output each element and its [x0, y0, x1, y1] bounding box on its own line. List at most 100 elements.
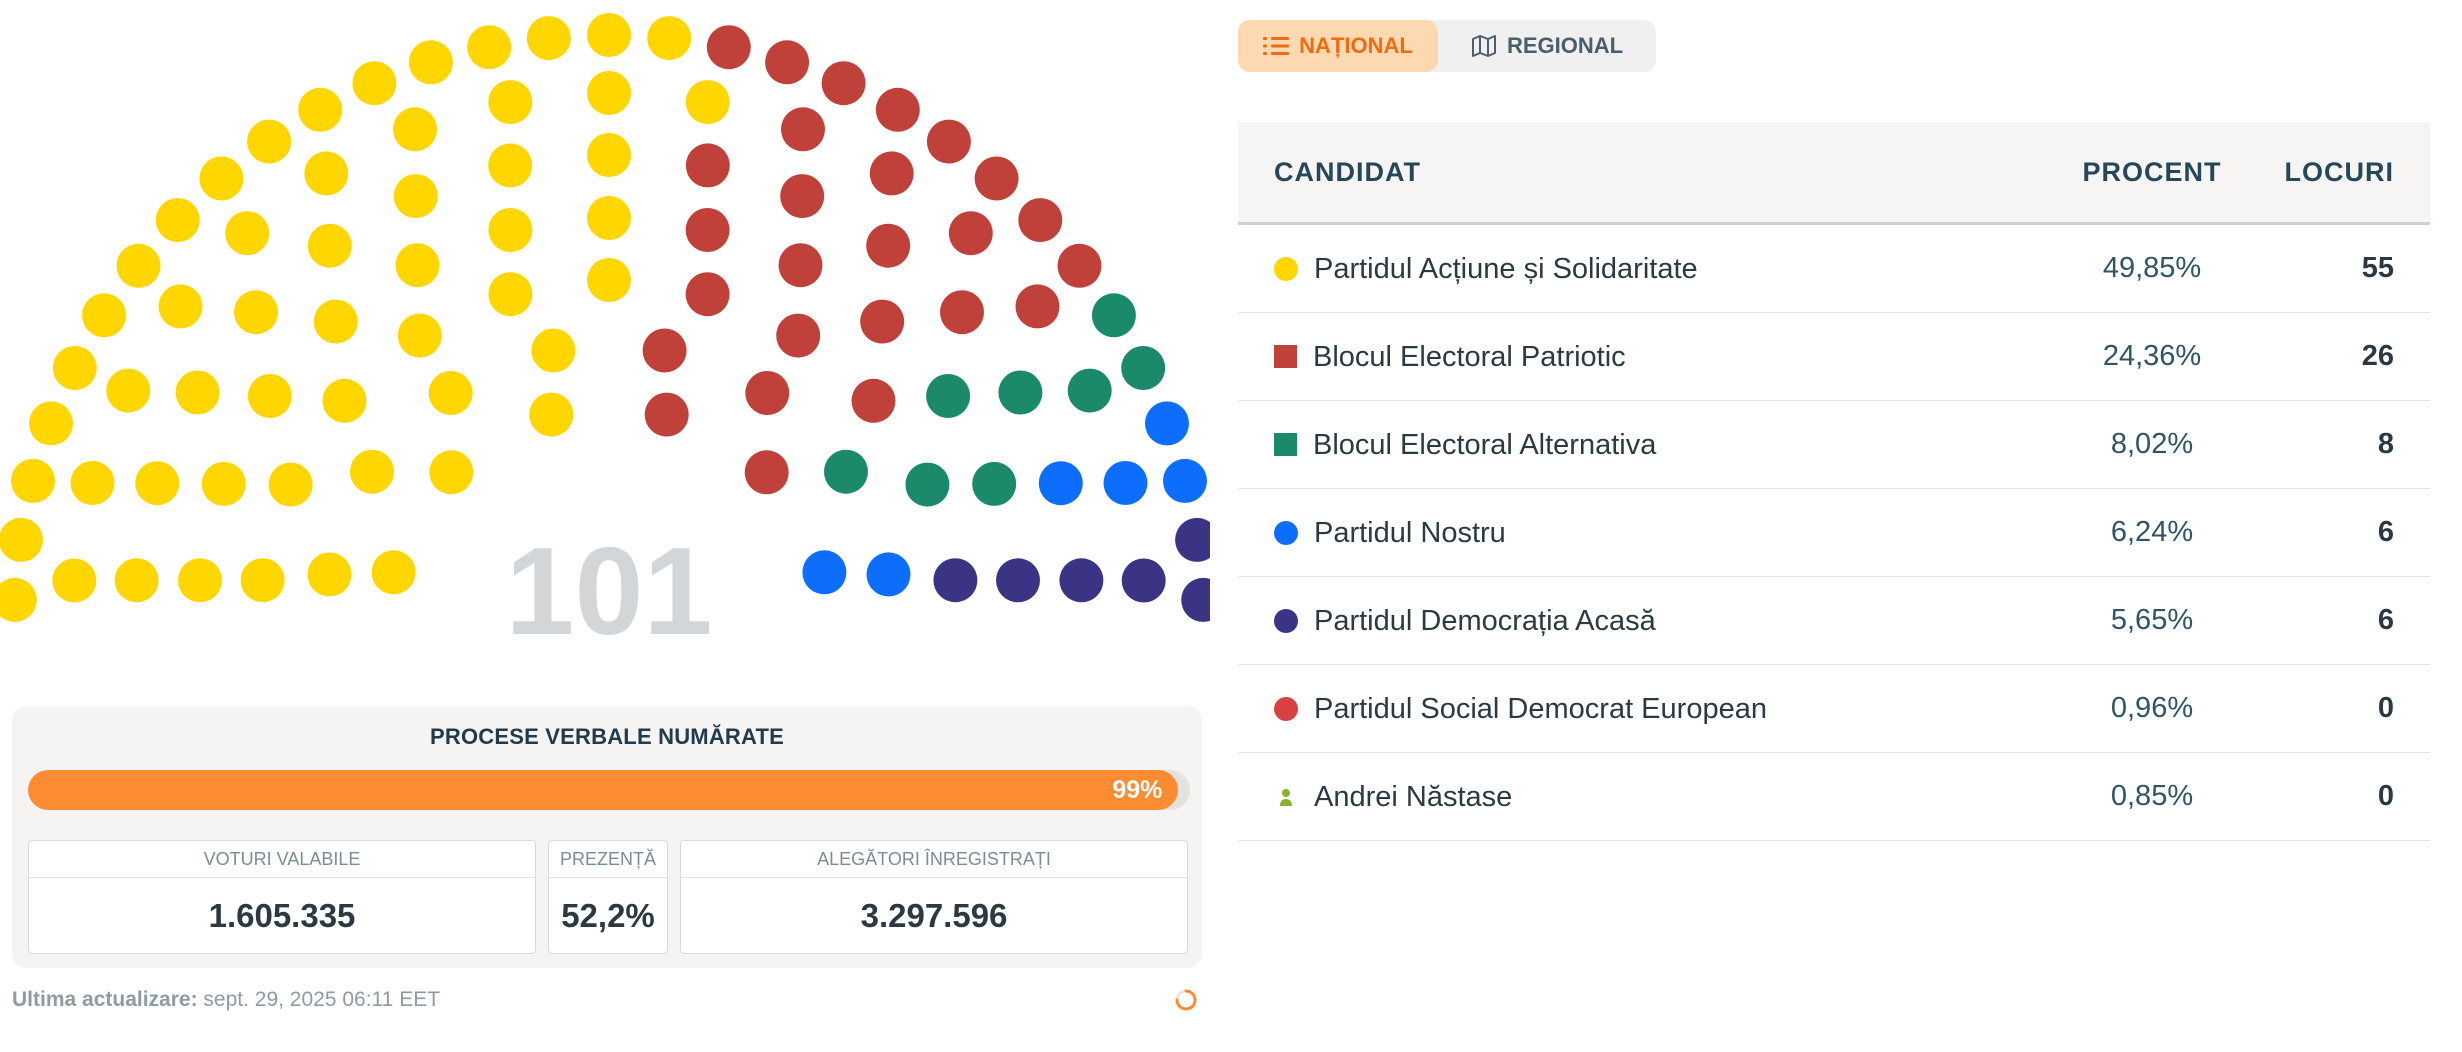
seat-dot	[199, 156, 244, 201]
seat-dot	[1121, 558, 1166, 603]
seat-dot	[350, 449, 394, 494]
table-row: Blocul Electoral Patriotic 24,36% 26	[1238, 312, 2430, 401]
seat-dot	[1091, 293, 1136, 338]
seat-dot	[905, 462, 950, 507]
seat-dot	[647, 16, 692, 61]
seat-dot	[397, 313, 442, 358]
seat-dot	[996, 558, 1040, 603]
registered-voters-label: ALEGĂTORI ÎNREGISTRAȚI	[681, 841, 1187, 878]
list-icon	[1263, 37, 1290, 55]
seat-dot	[587, 71, 631, 115]
seat-dot	[1145, 401, 1189, 446]
seat-dot	[268, 462, 313, 507]
seat-dot	[776, 313, 821, 358]
seat-dot	[29, 401, 73, 446]
turnout-value: 52,2%	[561, 897, 655, 934]
tab-regional[interactable]: REGIONAL	[1438, 20, 1656, 72]
percent-cell: 49,85%	[2051, 223, 2253, 313]
percent-cell: 8,02%	[2051, 400, 2253, 489]
last-updated-label: Ultima actualizare:	[12, 988, 198, 1011]
seat-dot	[972, 461, 1017, 506]
seat-dot	[488, 80, 533, 125]
seats-cell: 0	[2253, 664, 2430, 753]
turnout-box: PREZENȚĂ 52,2%	[548, 840, 668, 954]
valid-votes-box: VOTURI VALABILE 1.605.335	[28, 840, 536, 954]
seat-dot	[781, 107, 825, 152]
seat-dot	[298, 87, 343, 132]
seat-dot	[178, 558, 222, 603]
candidate-name: Partidul Social Democrat European	[1314, 692, 1767, 725]
candidate-cell: Andrei Năstase	[1238, 752, 2051, 841]
candidate-name: Blocul Electoral Alternativa	[1313, 428, 1657, 461]
seat-dot	[685, 143, 730, 188]
seat-dot	[304, 151, 349, 196]
tab-national[interactable]: NAȚIONAL	[1238, 20, 1438, 72]
registered-voters-value: 3.297.596	[860, 897, 1008, 934]
seats-cell: 0	[2253, 752, 2430, 841]
counted-reports-panel: PROCESE VERBALE NUMĂRATE 99% VOTURI VALA…	[12, 706, 1202, 968]
seat-dot	[1057, 243, 1102, 288]
valid-votes-value: 1.605.335	[208, 897, 356, 934]
table-row: Andrei Năstase 0,85% 0	[1238, 752, 2430, 841]
party-dot-marker	[1274, 696, 1298, 721]
seat-dot	[926, 374, 971, 418]
seat-dot	[393, 107, 437, 152]
seat-dot	[587, 258, 631, 302]
tab-national-label: NAȚIONAL	[1299, 33, 1413, 58]
seat-dot	[685, 80, 730, 125]
party-square-marker	[1274, 433, 1297, 457]
candidate-cell: Partidul Social Democrat European	[1238, 664, 2051, 753]
seat-dot	[998, 370, 1043, 415]
seat-dot	[240, 558, 285, 603]
seat-dot	[778, 243, 823, 288]
seat-dot	[395, 243, 440, 288]
seat-dot	[175, 370, 220, 415]
seat-dot	[429, 450, 474, 495]
seat-dot	[155, 198, 200, 243]
seat-dot	[201, 461, 246, 506]
candidate-cell: Blocul Electoral Alternativa	[1238, 400, 2051, 489]
view-tabs: NAȚIONAL REGIONAL	[1238, 20, 1656, 72]
seat-dot	[875, 87, 920, 132]
seat-dot	[0, 517, 43, 562]
seat-dot	[352, 61, 397, 106]
seat-dot	[135, 461, 180, 506]
seat-dot	[247, 119, 292, 164]
seat-dot	[866, 552, 911, 597]
seat-dot	[247, 374, 292, 418]
seat-dot	[745, 371, 790, 415]
seats-cell: 26	[2253, 312, 2430, 401]
seat-dot	[307, 552, 352, 597]
seat-dot	[408, 40, 453, 85]
candidate-name: Andrei Năstase	[1314, 780, 1513, 813]
seat-group	[0, 13, 1210, 622]
candidate-name: Partidul Nostru	[1314, 516, 1506, 549]
table-row: Partidul Social Democrat European 0,96% 0	[1238, 664, 2430, 753]
seat-dot	[926, 119, 971, 164]
seat-dot	[488, 272, 533, 317]
hemicycle-chart: 101	[0, 13, 1210, 661]
table-row: Partidul Nostru 6,24% 6	[1238, 488, 2430, 577]
total-seats-number: 101	[506, 523, 713, 661]
results-header-row: CANDIDAT PROCENT LOCURI	[1238, 122, 2430, 225]
party-dot-marker	[1274, 608, 1298, 633]
candidate-name: Partidul Democrația Acasă	[1314, 604, 1656, 637]
tab-regional-label: REGIONAL	[1506, 33, 1624, 58]
map-icon	[1471, 35, 1496, 57]
progress-fill: 99%	[28, 770, 1179, 810]
seat-dot	[106, 368, 151, 413]
table-row: Blocul Electoral Alternativa 8,02% 8	[1238, 400, 2430, 489]
seat-dot	[234, 290, 278, 335]
seats-cell: 6	[2253, 576, 2430, 665]
percent-cell: 5,65%	[2051, 576, 2253, 665]
counted-reports-title: PROCESE VERBALE NUMĂRATE	[430, 724, 784, 749]
party-dot-marker	[1274, 520, 1298, 545]
percent-cell: 0,85%	[2051, 752, 2253, 841]
seat-dot	[685, 208, 730, 252]
last-updated-value: sept. 29, 2025 06:11 EET	[203, 988, 441, 1011]
seats-cell: 6	[2253, 488, 2430, 577]
seat-dot	[70, 461, 115, 505]
seat-dot	[824, 449, 868, 494]
seat-dot	[52, 346, 97, 390]
candidate-cell: Partidul Democrația Acasă	[1238, 576, 2051, 665]
